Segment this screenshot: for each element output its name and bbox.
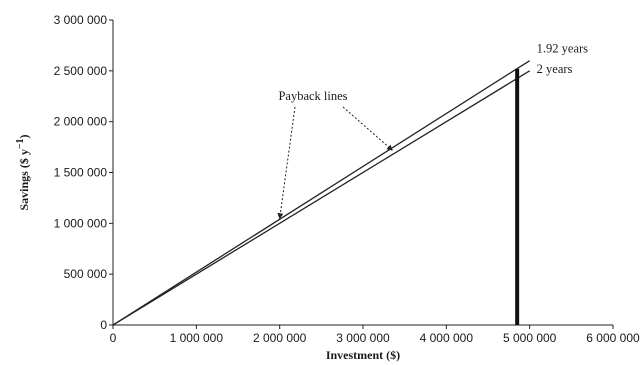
y-tick-label: 2 500 000	[54, 64, 108, 78]
y-axis-title-close: )	[17, 134, 31, 138]
x-tick-label: 0	[110, 331, 117, 345]
x-axis-title: Investment ($)	[326, 348, 400, 362]
y-tick-label: 1 000 000	[54, 216, 108, 230]
y-tick-label: 1 500 000	[54, 166, 108, 180]
payback-line-series	[112, 60, 531, 326]
x-tick-label: 5 000 000	[503, 331, 557, 345]
y-tick-label: 3 000 000	[54, 13, 108, 27]
series-end-label: 2 years	[537, 62, 573, 76]
y-tick-label: 0	[100, 318, 107, 332]
series-end-label: 1.92 years	[537, 42, 589, 56]
annotation-arrow	[277, 106, 296, 220]
x-tick-label: 1 000 000	[170, 331, 224, 345]
annotation-arrow	[342, 106, 393, 151]
y-axis-title: Savings ($ y−1)	[15, 134, 31, 210]
x-tick-label: 3 000 000	[336, 331, 390, 345]
y-axis-title-main: Savings ($ y	[17, 149, 31, 210]
payback-line-series	[112, 70, 531, 326]
x-tick-label: 4 000 000	[420, 331, 474, 345]
y-tick-label: 2 000 000	[54, 115, 108, 129]
x-tick-label: 6 000 000	[586, 331, 640, 345]
x-tick-label: 2 000 000	[253, 331, 307, 345]
annotation-label: Payback lines	[278, 89, 347, 103]
y-axis-title-exponent: −1	[15, 138, 26, 149]
y-tick-label: 500 000	[64, 267, 108, 281]
